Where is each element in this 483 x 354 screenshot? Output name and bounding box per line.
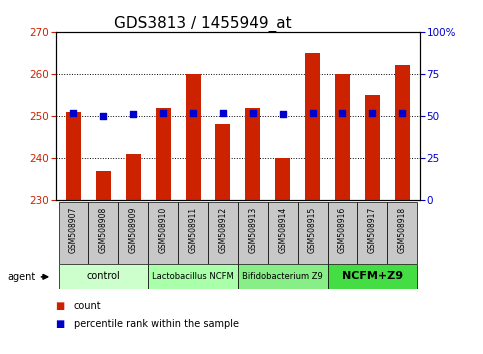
Point [249,110,256,115]
FancyBboxPatch shape [208,202,238,264]
Bar [215,124,230,200]
Point [279,112,286,117]
Text: GSM508907: GSM508907 [69,207,78,253]
Text: GSM508915: GSM508915 [308,207,317,253]
FancyBboxPatch shape [58,202,88,264]
Text: GDS3813 / 1455949_at: GDS3813 / 1455949_at [114,16,292,32]
Bar [66,112,81,200]
Point [159,110,167,115]
FancyBboxPatch shape [178,202,208,264]
Text: NCFM+Z9: NCFM+Z9 [342,272,403,281]
Point [339,110,346,115]
FancyBboxPatch shape [148,202,178,264]
Point [70,110,77,115]
FancyBboxPatch shape [327,264,417,289]
Text: GSM508910: GSM508910 [158,207,168,253]
Text: GSM508909: GSM508909 [129,207,138,253]
Bar [275,158,290,200]
Bar [335,74,350,200]
Point [99,113,107,119]
Bar [185,74,200,200]
Point [398,110,406,115]
Text: ■: ■ [56,301,65,311]
Point [129,112,137,117]
FancyBboxPatch shape [387,202,417,264]
FancyBboxPatch shape [327,202,357,264]
Text: GSM508914: GSM508914 [278,207,287,253]
Text: agent: agent [7,272,35,282]
Text: GSM508918: GSM508918 [398,207,407,253]
Text: GSM508912: GSM508912 [218,207,227,253]
Bar [395,65,410,200]
Bar [156,108,170,200]
Point [369,110,376,115]
Bar [126,154,141,200]
Bar [96,171,111,200]
FancyBboxPatch shape [238,202,268,264]
FancyBboxPatch shape [268,202,298,264]
Bar [245,108,260,200]
Point [309,110,316,115]
Text: percentile rank within the sample: percentile rank within the sample [74,319,239,329]
Text: GSM508913: GSM508913 [248,207,257,253]
Text: Bifidobacterium Z9: Bifidobacterium Z9 [242,272,323,281]
FancyBboxPatch shape [357,202,387,264]
FancyBboxPatch shape [298,202,327,264]
FancyBboxPatch shape [118,202,148,264]
FancyBboxPatch shape [88,202,118,264]
Text: GSM508917: GSM508917 [368,207,377,253]
Bar [305,53,320,200]
FancyBboxPatch shape [58,264,148,289]
FancyBboxPatch shape [148,264,238,289]
Text: control: control [86,272,120,281]
Text: GSM508908: GSM508908 [99,207,108,253]
Text: Lactobacillus NCFM: Lactobacillus NCFM [152,272,234,281]
Text: GSM508911: GSM508911 [188,207,198,253]
FancyBboxPatch shape [238,264,327,289]
Text: GSM508916: GSM508916 [338,207,347,253]
Point [219,110,227,115]
Text: count: count [74,301,101,311]
Text: ■: ■ [56,319,65,329]
Point [189,110,197,115]
Bar [365,95,380,200]
